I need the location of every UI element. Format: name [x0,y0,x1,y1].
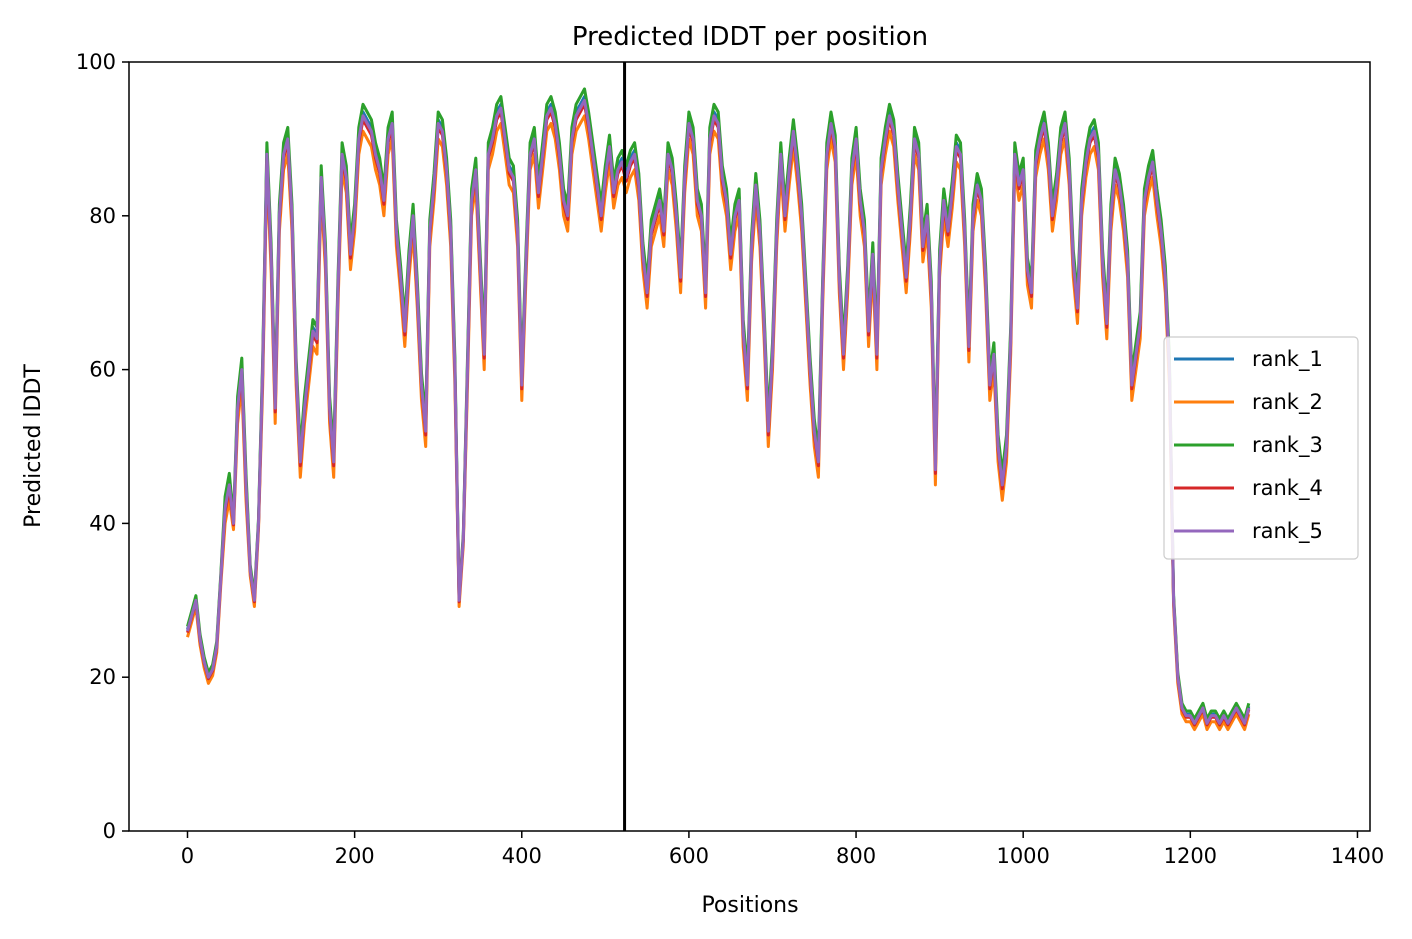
y-axis-label: Predicted lDDT [21,364,46,528]
x-tick-label: 1200 [1164,844,1217,868]
legend-label-rank_1: rank_1 [1252,347,1323,372]
series-line-rank_5 [186,99,1251,725]
x-tick-label: 600 [669,844,709,868]
chart-legend: rank_1 rank_2 rank_3 rank_4 rank_5 [1163,336,1359,560]
legend-label-rank_4: rank_4 [1252,476,1323,501]
x-tick-label: 1400 [1331,844,1384,868]
legend-label-rank_2: rank_2 [1252,390,1323,415]
x-axis-ticks: 0 200 400 600 800 1000 1200 1400 [181,831,1384,868]
x-axis-label: Positions [701,893,798,918]
x-tick-label: 0 [181,844,194,868]
x-tick-label: 800 [836,844,876,868]
x-tick-label: 1000 [996,844,1049,868]
legend-box [1163,336,1359,560]
y-tick-label: 20 [89,665,116,689]
y-tick-label: 100 [76,50,116,74]
y-tick-label: 60 [89,358,116,382]
y-axis-ticks: 0 20 40 60 80 100 [76,50,129,843]
series-lines [186,87,1251,731]
chart-title: Predicted lDDT per position [572,22,928,52]
legend-label-rank_3: rank_3 [1252,433,1323,458]
x-tick-label: 200 [335,844,375,868]
x-tick-label: 400 [502,844,542,868]
plot-area [128,61,1371,832]
y-tick-label: 40 [89,511,116,535]
plot-frame [128,61,1371,832]
legend-label-rank_5: rank_5 [1252,519,1323,544]
y-tick-label: 0 [103,819,116,843]
y-tick-label: 80 [89,204,116,228]
